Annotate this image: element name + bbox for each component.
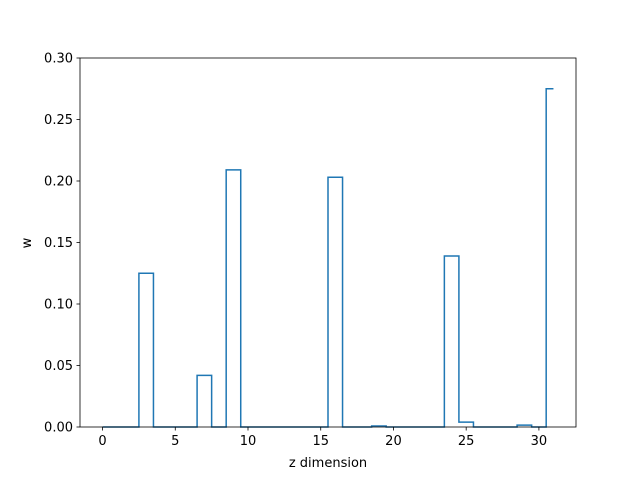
- y-tick-label: 0.30: [44, 52, 73, 67]
- x-tick-label: 15: [312, 434, 329, 449]
- x-axis-label: z dimension: [289, 456, 367, 471]
- y-tick-label: 0.20: [44, 175, 73, 190]
- y-axis-ticks: 0.00 0.05 0.10 0.15 0.20 0.25 0.30: [44, 52, 80, 436]
- y-tick-label: 0.25: [44, 113, 73, 128]
- x-tick-label: 25: [458, 434, 475, 449]
- y-tick-label: 0.05: [44, 359, 73, 374]
- x-tick-label: 5: [171, 434, 179, 449]
- x-tick-label: 10: [240, 434, 257, 449]
- x-tick-label: 30: [531, 434, 548, 449]
- x-axis-ticks: 0 5 10 15 20 25 30: [98, 427, 547, 449]
- x-tick-label: 20: [385, 434, 402, 449]
- y-tick-label: 0.00: [44, 421, 73, 436]
- y-axis-label: w: [20, 237, 35, 248]
- x-tick-label: 0: [98, 434, 106, 449]
- y-tick-label: 0.15: [44, 236, 73, 251]
- y-tick-label: 0.10: [44, 298, 73, 313]
